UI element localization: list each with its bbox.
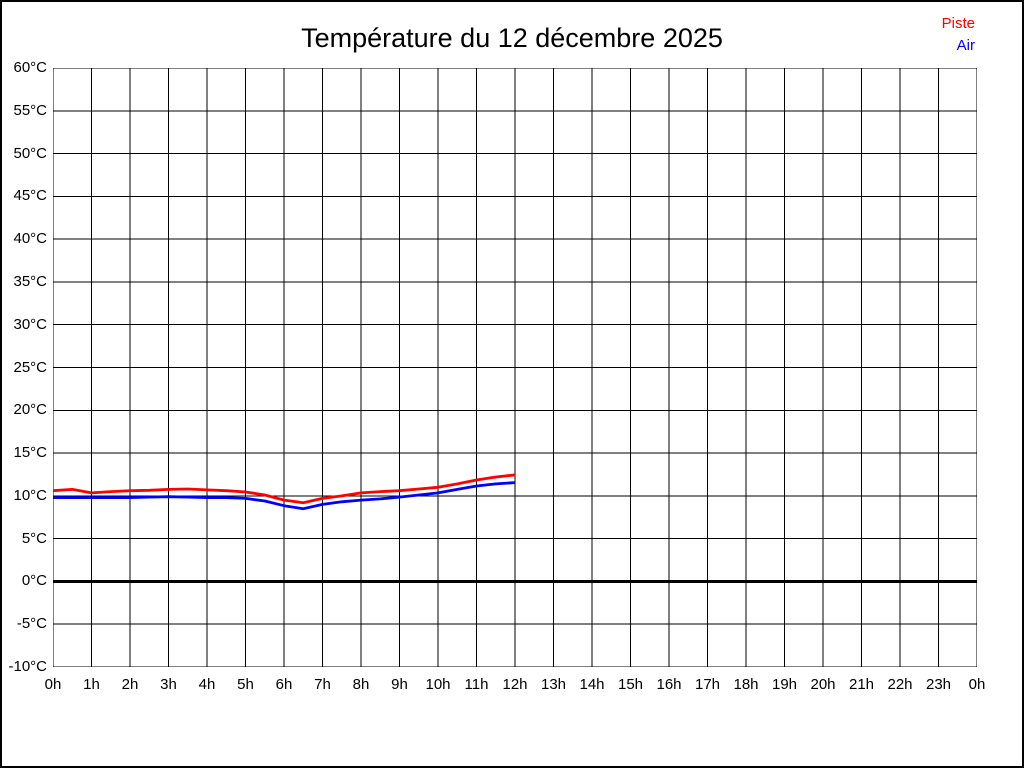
x-tick-label: 12h bbox=[502, 676, 528, 693]
x-tick-label: 13h bbox=[540, 676, 567, 693]
x-tick-label: 11h bbox=[464, 676, 489, 693]
y-tick-label: 55°C bbox=[13, 101, 47, 119]
y-tick-label: 25°C bbox=[13, 358, 47, 376]
x-tick-label: 19h bbox=[771, 676, 798, 693]
x-tick-label: 3h bbox=[160, 676, 177, 693]
x-tick-label: 5h bbox=[237, 676, 254, 693]
y-tick-label: 45°C bbox=[13, 187, 47, 205]
x-tick-label: 20h bbox=[810, 676, 836, 693]
x-tick-label: 8h bbox=[352, 676, 370, 693]
x-tick-label: 0h bbox=[968, 676, 986, 693]
plot-area bbox=[53, 68, 977, 667]
x-tick-label: 7h bbox=[314, 676, 331, 693]
x-tick-label: 15h bbox=[617, 676, 644, 693]
x-tick-label: 17h bbox=[694, 676, 721, 693]
x-tick-label: 0h bbox=[44, 676, 62, 693]
legend-item-air: Air bbox=[956, 37, 975, 54]
y-tick-label: 20°C bbox=[13, 401, 47, 419]
y-tick-label: 30°C bbox=[13, 315, 47, 333]
y-tick-label: 5°C bbox=[21, 529, 47, 547]
x-tick-label: 14h bbox=[579, 676, 605, 693]
x-tick-label: 22h bbox=[887, 676, 913, 693]
y-tick-label: 60°C bbox=[13, 59, 47, 76]
chart-grid-and-series bbox=[53, 68, 977, 667]
y-tick-label: 10°C bbox=[13, 486, 47, 504]
x-tick-label: 9h bbox=[391, 676, 408, 693]
x-tick-label: 4h bbox=[198, 676, 216, 693]
y-tick-label: -5°C bbox=[16, 615, 47, 633]
y-tick-label: 40°C bbox=[13, 230, 47, 248]
y-tick-label: 15°C bbox=[13, 444, 47, 462]
x-tick-label: 10h bbox=[425, 676, 451, 693]
x-tick-label: 21h bbox=[848, 676, 875, 693]
x-tick-label: 23h bbox=[925, 676, 952, 693]
y-tick-label: 35°C bbox=[13, 272, 47, 290]
chart-title: Température du 12 décembre 2025 bbox=[301, 23, 723, 53]
y-tick-label: 0°C bbox=[21, 572, 47, 590]
x-tick-label: 1h bbox=[83, 676, 100, 693]
x-tick-label: 6h bbox=[275, 676, 293, 693]
y-tick-label: -10°C bbox=[8, 658, 47, 675]
x-tick-label: 2h bbox=[121, 676, 139, 693]
legend: Piste Air bbox=[942, 13, 975, 57]
x-tick-label: 16h bbox=[656, 676, 682, 693]
legend-item-piste: Piste bbox=[941, 15, 975, 32]
x-tick-label: 18h bbox=[733, 676, 759, 693]
y-tick-label: 50°C bbox=[13, 144, 47, 162]
